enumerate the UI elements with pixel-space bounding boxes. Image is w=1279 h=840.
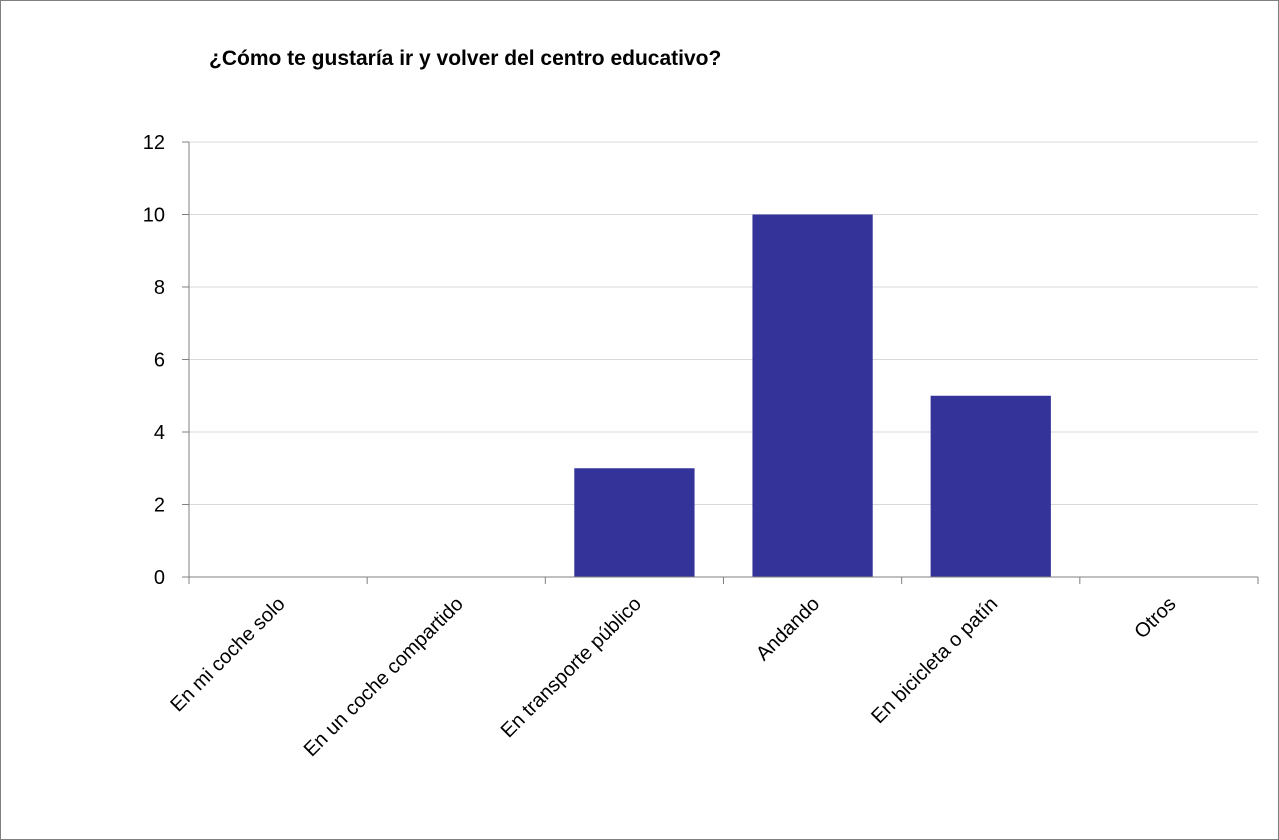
y-tick-label-12: 12 xyxy=(143,132,165,154)
bar-2 xyxy=(574,468,695,577)
y-tick-label-4: 4 xyxy=(154,422,165,444)
x-tick-label-1: En un coche compartido xyxy=(300,593,468,761)
bar-4 xyxy=(930,395,1051,577)
y-tick-label-8: 8 xyxy=(154,277,165,299)
x-tick-label-5: Otros xyxy=(1130,593,1180,643)
y-tick-label-10: 10 xyxy=(143,205,165,227)
y-tick-label-6: 6 xyxy=(154,350,165,372)
x-tick-label-4: En bicicleta o patín xyxy=(867,593,1002,728)
x-tick-label-0: En mi coche solo xyxy=(166,593,289,716)
bars xyxy=(574,214,1051,577)
y-tick-label-2: 2 xyxy=(154,495,165,517)
x-tick-label-2: En transporte público xyxy=(497,593,646,742)
x-tick-labels: En mi coche solo En un coche compartido En… xyxy=(166,593,1180,761)
bar-3 xyxy=(752,214,873,577)
axes xyxy=(182,141,1259,584)
y-tick-label-0: 0 xyxy=(154,567,165,589)
x-tick-label-3: Andando xyxy=(752,593,824,665)
y-tick-labels: 0 2 4 6 8 10 12 xyxy=(143,132,165,589)
chart-title: ¿Cómo te gustaría ir y volver del centro… xyxy=(209,47,722,70)
gridlines xyxy=(189,141,1258,505)
